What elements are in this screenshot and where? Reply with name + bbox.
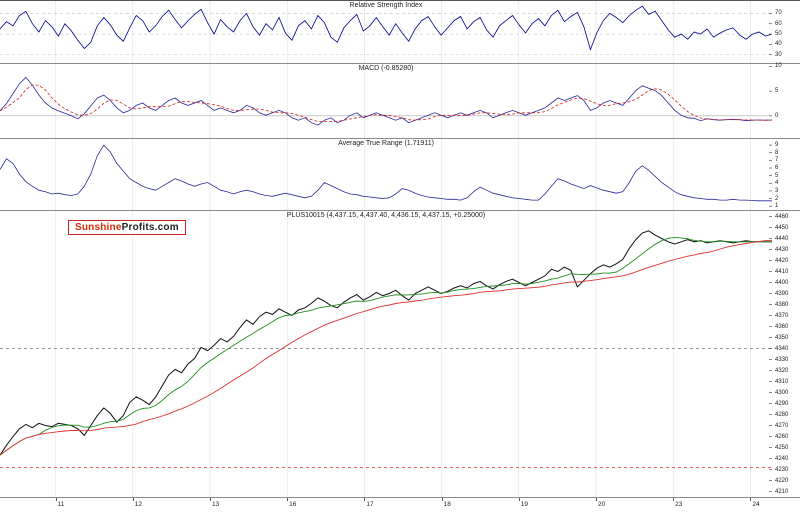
y-axis-tick-label: 4360 bbox=[775, 323, 789, 330]
rsi-y-axis: 70 60 50 40 30 bbox=[772, 1, 800, 63]
x-axis-tick bbox=[132, 498, 134, 501]
macd-plot bbox=[0, 64, 772, 138]
x-axis-tick bbox=[209, 498, 211, 501]
macd-panel-title: MACD (-0.85280) bbox=[358, 65, 414, 72]
rsi-panel: Relative Strength Index 70 60 50 40 30 bbox=[0, 0, 800, 64]
rsi-panel-title: Relative Strength Index bbox=[349, 2, 423, 9]
x-axis-tick bbox=[287, 498, 289, 501]
sunshineprofits-logo: SunshineProfits.com bbox=[68, 220, 186, 235]
x-axis-label: 24 bbox=[752, 501, 760, 508]
y-axis-tick-label: 10 bbox=[775, 63, 782, 70]
y-axis-tick-label: 4300 bbox=[775, 389, 789, 396]
y-axis-tick-label: 4210 bbox=[775, 488, 789, 495]
atr-panel-title: Average True Range (1.71911) bbox=[338, 140, 434, 147]
y-axis-tick-label: 4290 bbox=[775, 400, 789, 407]
y-axis-tick-label: 4250 bbox=[775, 444, 789, 451]
y-axis-tick-label: 70 bbox=[775, 10, 782, 17]
y-axis-tick-label: 4420 bbox=[775, 257, 789, 264]
x-axis-label: 11 bbox=[57, 501, 65, 508]
y-axis-tick-label: 4460 bbox=[775, 213, 789, 220]
x-axis-tick bbox=[518, 498, 520, 501]
x-axis-tick bbox=[55, 498, 57, 501]
y-axis-tick-label: 4370 bbox=[775, 312, 789, 319]
y-axis-tick-label: 4410 bbox=[775, 268, 789, 275]
y-axis-tick-label: 4430 bbox=[775, 246, 789, 253]
x-axis-label: 20 bbox=[597, 501, 606, 508]
y-axis-tick-label: 6 bbox=[775, 165, 779, 171]
logo-profits-text: Profits.com bbox=[121, 222, 179, 233]
x-axis-label: 16 bbox=[289, 501, 297, 508]
y-axis-tick-label: 3 bbox=[775, 187, 779, 194]
price-panel-title: PLUS10015 (4,437.15, 4,437.40, 4,436.15,… bbox=[286, 212, 486, 219]
y-axis-tick-label: 4280 bbox=[775, 411, 789, 418]
y-axis-tick-label: 0 bbox=[775, 112, 779, 119]
x-axis-tick bbox=[595, 498, 597, 501]
y-axis-tick-label: 4310 bbox=[775, 378, 789, 385]
y-axis-tick-label: 4320 bbox=[775, 367, 789, 374]
x-axis-label: 19 bbox=[520, 501, 529, 508]
x-axis-label: 18 bbox=[443, 501, 451, 508]
y-axis-tick-label: 1 bbox=[775, 203, 779, 210]
y-axis-tick-label: 4240 bbox=[775, 455, 789, 462]
y-axis-tick-label: 4390 bbox=[775, 290, 789, 297]
y-axis-tick-label: 4400 bbox=[775, 279, 789, 286]
y-axis-tick-label: 4 bbox=[775, 180, 779, 187]
y-axis-tick-label: 4330 bbox=[775, 356, 789, 363]
x-axis: 11 12 13 16 17 18 19 20 23 24 bbox=[0, 498, 800, 512]
y-axis-tick-label: 4260 bbox=[775, 433, 789, 440]
x-axis-tick bbox=[750, 498, 752, 501]
y-axis-tick-label: 4220 bbox=[775, 477, 789, 484]
x-axis-label: 23 bbox=[675, 501, 683, 508]
atr-plot bbox=[0, 139, 772, 210]
price-panel: PLUS10015 (4,437.15, 4,437.40, 4,436.15,… bbox=[0, 211, 800, 498]
y-axis-tick-label: 4340 bbox=[775, 345, 789, 352]
y-axis-tick-label: 4380 bbox=[775, 301, 789, 308]
x-axis-tick bbox=[364, 498, 366, 501]
y-axis-tick-label: 5 bbox=[775, 88, 779, 95]
macd-y-axis: 10 5 0 bbox=[772, 63, 800, 138]
y-axis-tick-label: 5 bbox=[775, 172, 779, 179]
x-axis-label: 12 bbox=[134, 501, 143, 508]
x-axis-label: 17 bbox=[366, 501, 374, 508]
y-axis-tick-label: 60 bbox=[775, 20, 782, 27]
y-axis-tick-label: 9 bbox=[775, 142, 779, 149]
x-axis-label: 13 bbox=[211, 501, 220, 508]
y-axis-tick-label: 40 bbox=[775, 41, 782, 48]
macd-panel: MACD (-0.85280) 10 5 0 bbox=[0, 63, 800, 139]
price-plot bbox=[0, 211, 772, 497]
y-axis-tick-label: 4350 bbox=[775, 334, 789, 341]
rsi-plot bbox=[0, 1, 772, 63]
y-axis-tick-label: 30 bbox=[775, 51, 782, 58]
y-axis-tick-label: 4440 bbox=[775, 235, 789, 242]
y-axis-tick-label: 8 bbox=[775, 149, 779, 156]
x-axis-tick bbox=[441, 498, 443, 501]
price-y-axis: 4460 4450 4440 4430 4420 4410 4400 4390 4380 4370… bbox=[772, 211, 800, 497]
x-axis-tick bbox=[673, 498, 675, 501]
y-axis-tick-label: 4270 bbox=[775, 422, 789, 429]
y-axis-tick-label: 4450 bbox=[775, 224, 789, 231]
y-axis-tick-label: 50 bbox=[775, 31, 782, 38]
y-axis-tick-label: 7 bbox=[775, 157, 779, 164]
y-axis-tick-label: 2 bbox=[775, 195, 779, 202]
logo-sunshine-text: Sunshine bbox=[75, 222, 122, 233]
y-axis-tick-label: 4230 bbox=[775, 466, 789, 473]
